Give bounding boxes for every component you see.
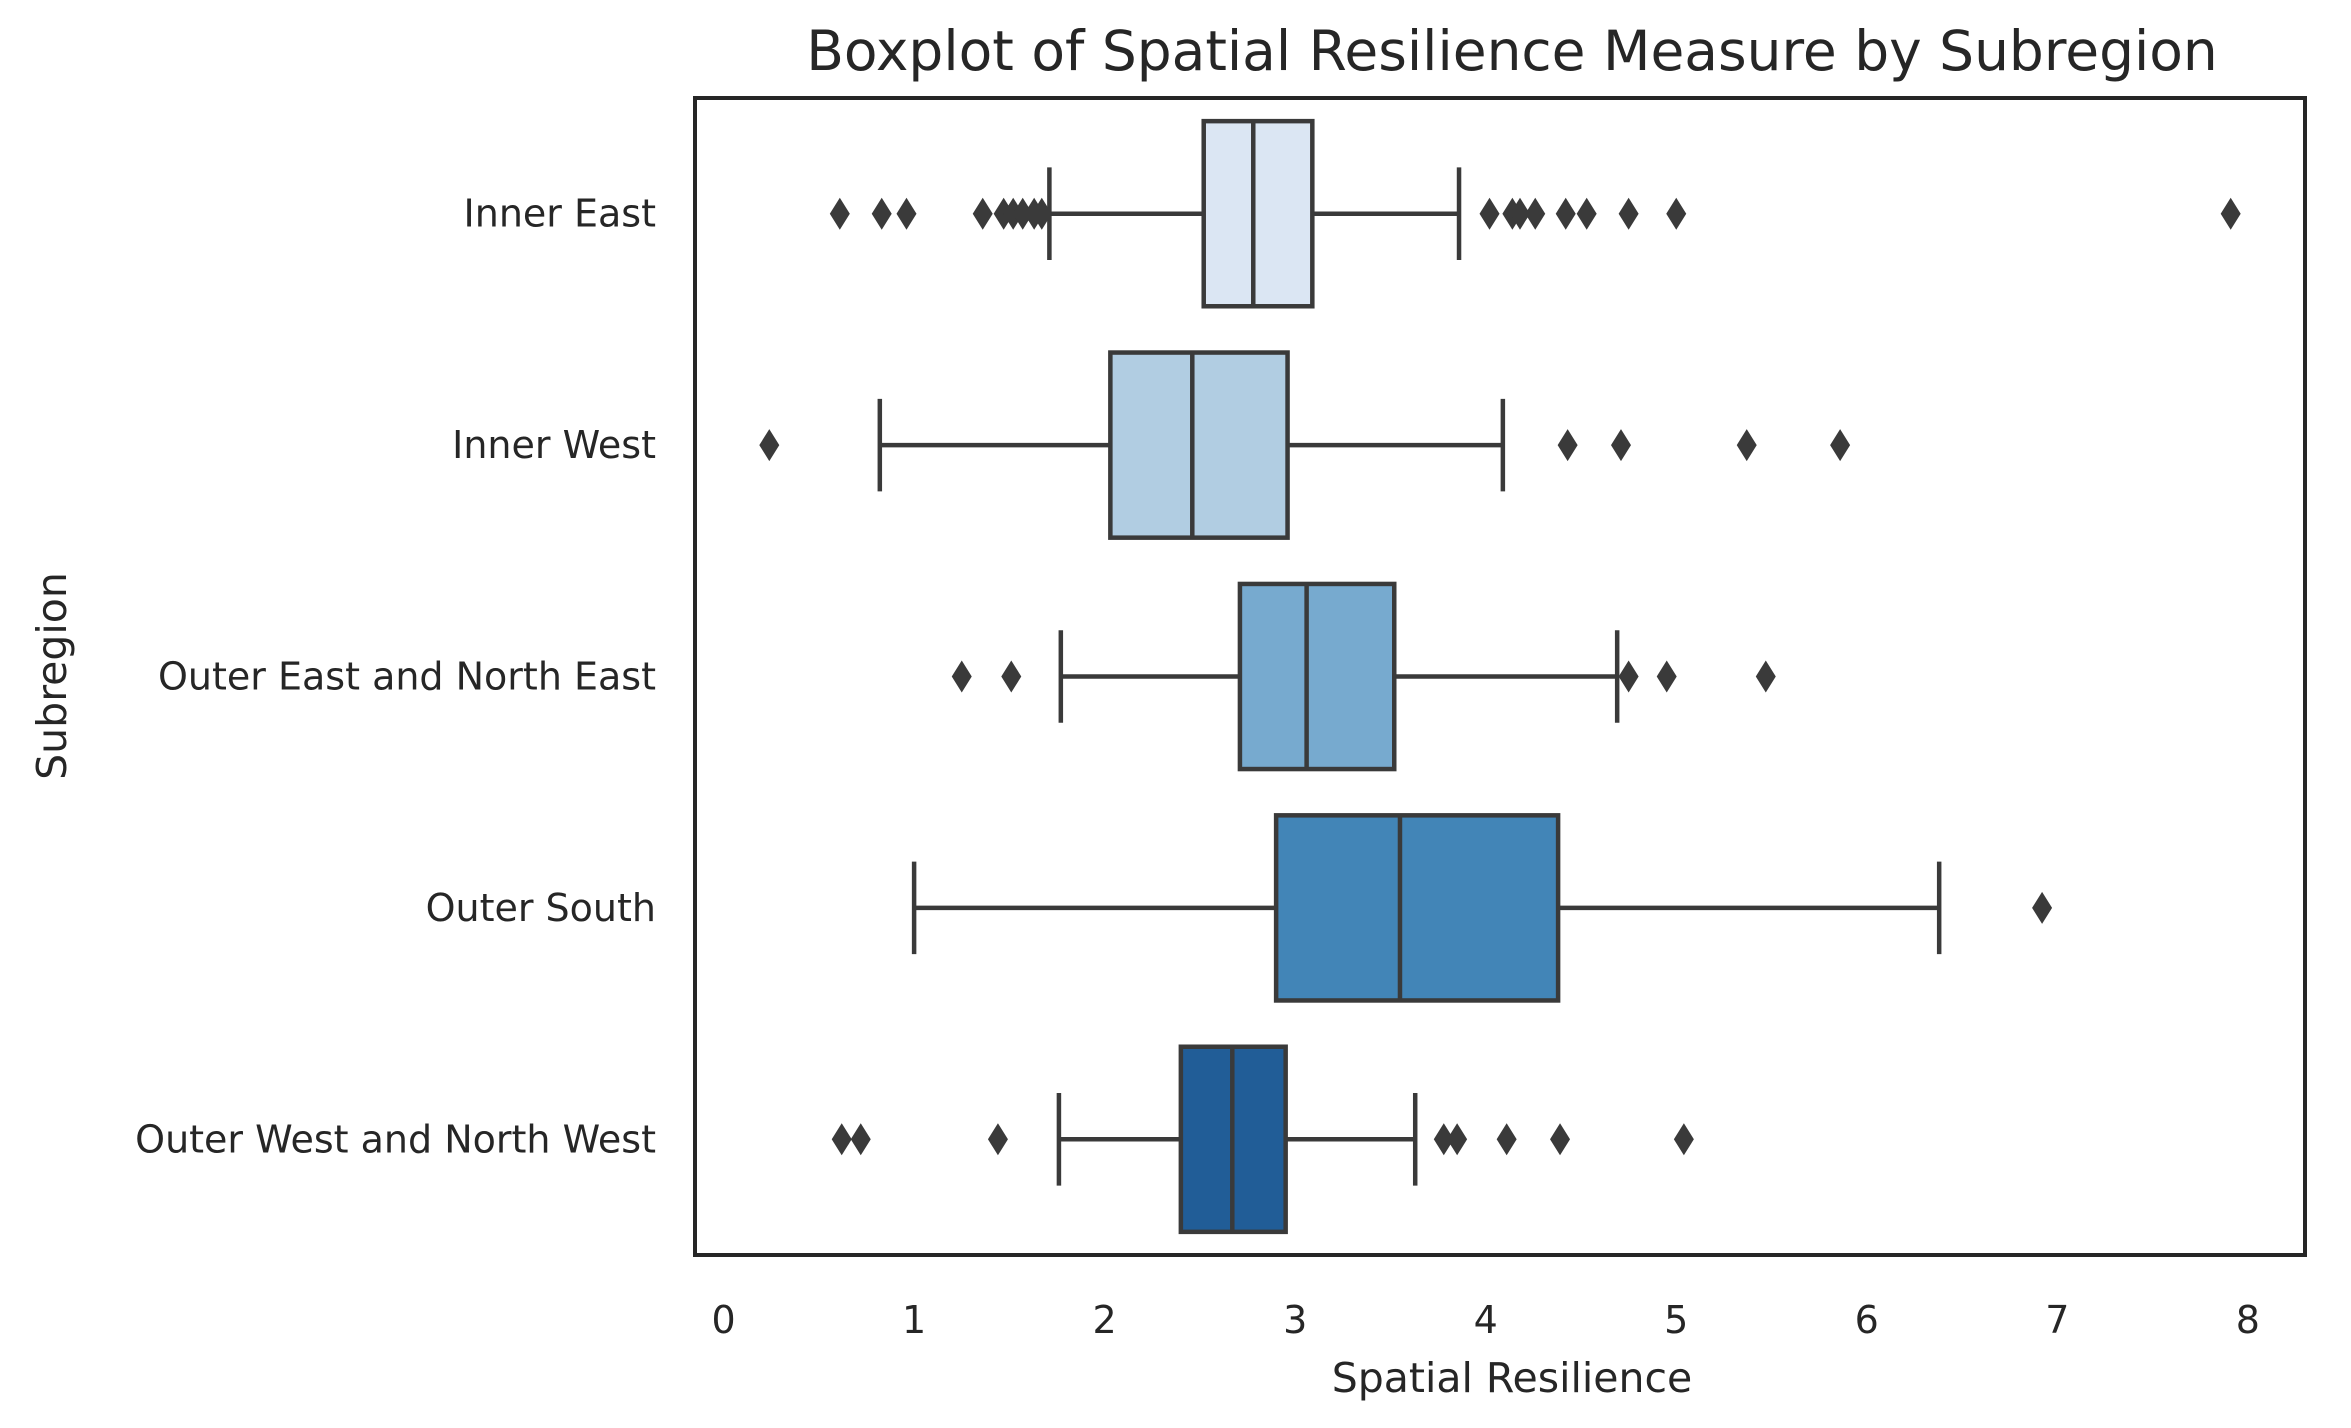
- x-tick-label-3: 3: [1283, 1298, 1307, 1342]
- y-tick-label-inner-west: Inner West: [452, 423, 656, 467]
- box-inner-west: [1108, 350, 1290, 540]
- y-tick-label-outer-west-and-north-west: Outer West and North West: [135, 1117, 656, 1161]
- x-tick-label-4: 4: [1474, 1298, 1498, 1342]
- outlier-inner-east-9: [1479, 197, 1500, 230]
- x-tick-label-5: 5: [1664, 1298, 1688, 1342]
- box-outer-east-and-north-east: [1237, 581, 1397, 772]
- outlier-outer-east-and-north-east-1: [1001, 660, 1022, 693]
- box-inner-east: [1201, 118, 1315, 309]
- y-axis-ticks: Inner East Inner West Outer East and North…: [135, 192, 656, 1162]
- outlier-inner-east-6: [1012, 197, 1033, 230]
- outlier-outer-west-and-north-west-7: [1673, 1123, 1694, 1156]
- outlier-outer-east-and-north-east-2: [1618, 660, 1639, 693]
- outlier-outer-east-and-north-east-4: [1755, 660, 1776, 693]
- outlier-inner-east-16: [1666, 197, 1687, 230]
- outlier-inner-west-3: [1736, 429, 1757, 462]
- outlier-inner-east-12: [1525, 197, 1546, 230]
- outlier-outer-west-and-north-west-4: [1447, 1123, 1468, 1156]
- x-tick-label-7: 7: [2045, 1298, 2069, 1342]
- outlier-outer-west-and-north-west-2: [987, 1123, 1008, 1156]
- outlier-inner-east-0: [829, 197, 850, 230]
- outlier-inner-east-1: [871, 197, 892, 230]
- outlier-inner-east-2: [896, 197, 917, 230]
- box-group-inner-west: [759, 350, 1851, 540]
- box-group-outer-west-and-north-west: [831, 1044, 1694, 1235]
- chart-title: Boxplot of Spatial Resilience Measure by…: [806, 19, 2218, 83]
- outlier-inner-east-17: [2220, 197, 2241, 230]
- x-axis-label: Spatial Resilience: [1332, 1354, 1693, 1402]
- x-tick-label-1: 1: [902, 1298, 926, 1342]
- x-tick-label-6: 6: [1855, 1298, 1879, 1342]
- outlier-inner-west-4: [1830, 429, 1851, 462]
- y-axis-label: Subregion: [28, 572, 76, 780]
- y-tick-label-inner-east: Inner East: [464, 192, 656, 236]
- outlier-outer-west-and-north-west-0: [831, 1123, 852, 1156]
- outlier-inner-east-3: [972, 197, 993, 230]
- outlier-outer-west-and-north-west-6: [1550, 1123, 1571, 1156]
- x-tick-label-0: 0: [711, 1298, 735, 1342]
- outlier-inner-east-13: [1555, 197, 1576, 230]
- outlier-inner-east-15: [1618, 197, 1639, 230]
- x-axis-ticks: 0 1 2 3 4 5 6 7 8: [711, 1298, 2259, 1342]
- outlier-inner-west-0: [759, 429, 780, 462]
- box-group-outer-south: [911, 813, 2053, 1003]
- y-tick-label-outer-south: Outer South: [426, 886, 656, 930]
- outlier-inner-east-8: [1031, 197, 1052, 230]
- outlier-inner-east-11: [1510, 197, 1531, 230]
- outlier-outer-west-and-north-west-5: [1496, 1123, 1517, 1156]
- plot-area: [759, 118, 2241, 1235]
- plot-frame: [693, 96, 2307, 1257]
- box-outer-south: [1273, 813, 1561, 1003]
- outlier-outer-east-and-north-east-3: [1656, 660, 1677, 693]
- outlier-outer-east-and-north-east-0: [951, 660, 972, 693]
- outlier-inner-east-14: [1576, 197, 1597, 230]
- outlier-outer-south-0: [2032, 891, 2053, 924]
- outlier-outer-west-and-north-west-3: [1433, 1123, 1454, 1156]
- y-tick-label-outer-east-and-north-east: Outer East and North East: [158, 655, 656, 699]
- x-tick-label-2: 2: [1093, 1298, 1117, 1342]
- outlier-outer-west-and-north-west-1: [850, 1123, 871, 1156]
- box-group-outer-east-and-north-east: [951, 581, 1776, 772]
- outlier-inner-west-1: [1557, 429, 1578, 462]
- box-group-inner-east: [829, 118, 2241, 309]
- x-tick-label-8: 8: [2236, 1298, 2260, 1342]
- outlier-inner-west-2: [1610, 429, 1631, 462]
